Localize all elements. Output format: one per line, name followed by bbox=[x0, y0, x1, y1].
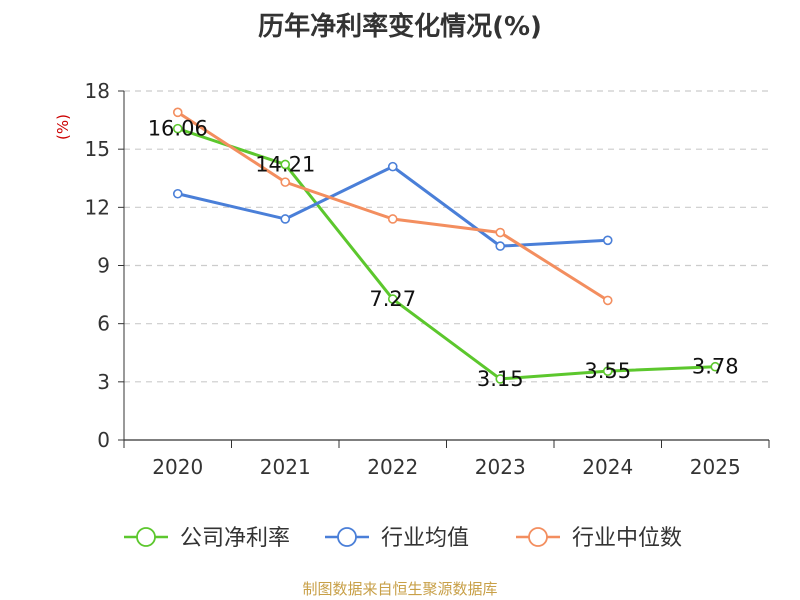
series-line bbox=[177, 165, 608, 248]
x-tick-label: 2020 bbox=[152, 455, 203, 479]
data-point bbox=[387, 294, 398, 304]
x-tick-label: 2024 bbox=[582, 455, 633, 479]
data-point bbox=[280, 177, 291, 187]
data-label: 14.21 bbox=[255, 152, 315, 176]
data-point bbox=[710, 361, 721, 372]
legend-marker bbox=[337, 527, 357, 547]
x-tick-label: 2023 bbox=[475, 455, 526, 479]
data-label: 3.55 bbox=[584, 359, 631, 383]
y-tick-label: 3 bbox=[97, 370, 110, 394]
series-lines bbox=[172, 107, 721, 384]
y-axis-label: (%) bbox=[54, 114, 72, 140]
legend-label: 行业中位数 bbox=[572, 526, 682, 551]
y-tick-label: 12 bbox=[85, 195, 110, 219]
data-label: 3.78 bbox=[692, 355, 739, 379]
legend-item-2: 行业均值 bbox=[325, 526, 469, 551]
data-point bbox=[387, 214, 398, 224]
data-point bbox=[602, 366, 613, 376]
data-point bbox=[172, 188, 183, 199]
data-label: 7.27 bbox=[369, 287, 416, 311]
legend-label: 行业均值 bbox=[381, 526, 469, 551]
x-tick-label: 2021 bbox=[260, 455, 311, 479]
series-line bbox=[176, 111, 609, 302]
data-point bbox=[495, 227, 506, 238]
legend-marker bbox=[136, 527, 156, 547]
data-labels: 16.06 14.21 7.27 3.15 3.55 3.78 bbox=[148, 117, 739, 391]
data-point bbox=[172, 107, 183, 118]
series-2 bbox=[172, 161, 613, 251]
source-note: 制图数据来自恒生聚源数据库 bbox=[302, 580, 498, 598]
y-tick-label: 0 bbox=[97, 428, 110, 452]
legend-label: 公司净利率 bbox=[180, 526, 290, 551]
data-point bbox=[387, 161, 398, 172]
data-point bbox=[172, 123, 183, 134]
data-point bbox=[495, 374, 506, 384]
y-tick-label: 15 bbox=[85, 137, 110, 161]
y-tick-label: 18 bbox=[85, 79, 110, 103]
legend: 公司净利率 行业均值 行业中位数 bbox=[124, 526, 682, 551]
y-tick-label: 9 bbox=[97, 254, 110, 278]
x-tick-label: 2022 bbox=[367, 455, 418, 479]
data-point bbox=[280, 214, 291, 224]
series-1 bbox=[172, 123, 721, 384]
series-line bbox=[177, 127, 716, 381]
data-label: 16.06 bbox=[148, 117, 208, 141]
data-point bbox=[495, 241, 506, 251]
series-3 bbox=[172, 107, 613, 306]
axes: 0 3 6 9 12 15 18 (%) 2020 2021 2022 2023 2024 2025 bbox=[54, 79, 770, 479]
data-point bbox=[280, 159, 291, 170]
chart-title: 历年净利率变化情况(%) bbox=[258, 12, 542, 42]
x-tick-label: 2025 bbox=[690, 455, 741, 479]
data-label: 3.15 bbox=[477, 367, 524, 391]
y-tick-label: 6 bbox=[97, 312, 110, 336]
data-point bbox=[602, 235, 613, 246]
legend-item-1: 公司净利率 bbox=[124, 526, 290, 551]
legend-marker bbox=[528, 527, 548, 547]
legend-item-3: 行业中位数 bbox=[516, 526, 682, 551]
data-point bbox=[602, 295, 613, 306]
